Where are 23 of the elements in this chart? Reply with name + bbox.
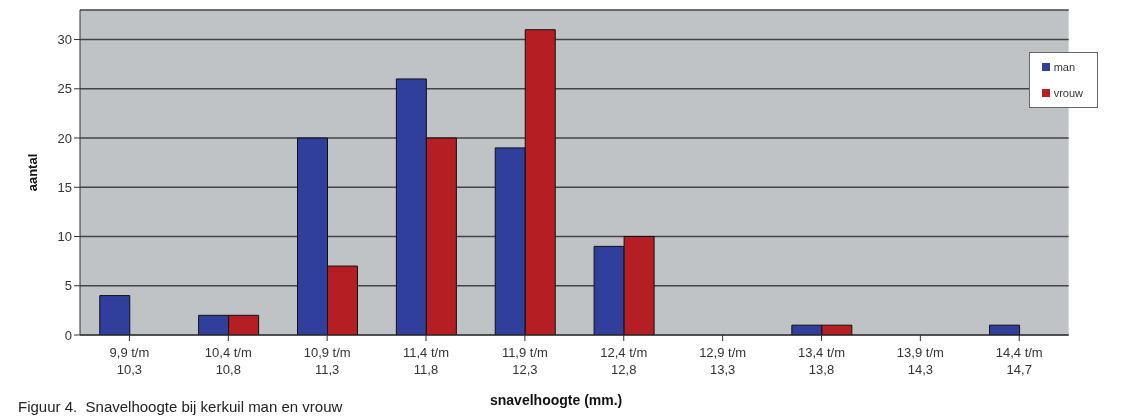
x-tick-label: 14,4 t/m 14,7 [995, 345, 1043, 377]
legend-label: man [1052, 61, 1077, 73]
x-tick-label: 9,9 t/m 10,3 [109, 345, 150, 377]
y-tick-label: 0 [64, 327, 72, 343]
x-tick-label: 13,4 t/m 13,8 [798, 345, 845, 377]
x-tick-label: 11,9 t/m 12,3 [501, 345, 548, 377]
y-tick-label: 30 [57, 32, 72, 48]
y-tick-label: 20 [57, 130, 72, 146]
x-tick-label: 12,9 t/m 13,3 [699, 345, 747, 377]
y-tick-label: 5 [64, 278, 72, 294]
x-tick-label: 10,9 t/m 11,3 [303, 345, 351, 377]
x-tick-label: 12,4 t/m 12,8 [600, 345, 648, 377]
y-tick-label: 25 [57, 81, 72, 97]
text: Figuur 4. Snavelhoogte bij kerkuil man en vrouw [18, 398, 343, 415]
legend-label: vrouw [1052, 87, 1083, 99]
y-axis-title: aantal [24, 153, 40, 192]
y-tick-label: 15 [57, 179, 72, 195]
bar [99, 295, 131, 335]
y-tick-label: 10 [57, 229, 72, 245]
x-axis-title: snavelhoogte (mm.) [490, 392, 623, 408]
x-tick-label: 11,4 t/m 11,8 [403, 345, 450, 377]
x-tick-label: 10,4 t/m 10,8 [204, 345, 252, 377]
x-tick-label: 13,9 t/m 14,3 [896, 345, 944, 377]
